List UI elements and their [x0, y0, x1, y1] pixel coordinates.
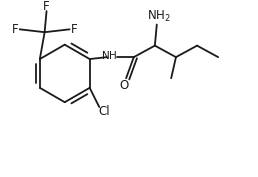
Text: F: F [12, 23, 18, 36]
Text: Cl: Cl [98, 105, 110, 118]
Text: O: O [119, 79, 129, 92]
Text: F: F [71, 23, 78, 36]
Text: H: H [109, 51, 117, 61]
Text: F: F [43, 0, 50, 13]
Text: NH$_2$: NH$_2$ [147, 9, 171, 24]
Text: N: N [102, 51, 110, 61]
